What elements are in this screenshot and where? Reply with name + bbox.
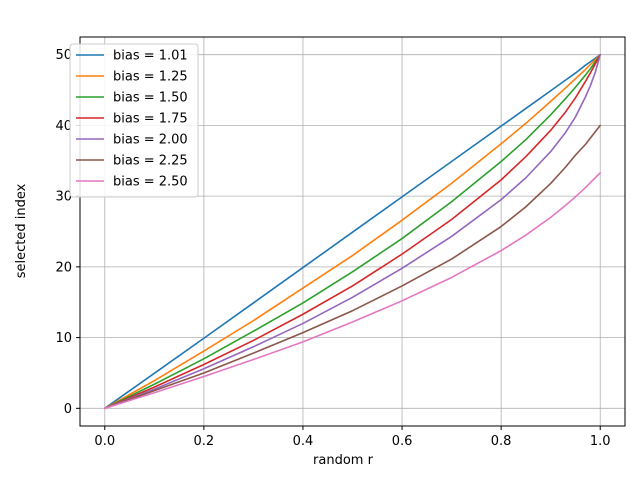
series-line-7 xyxy=(103,172,602,410)
x-tick-label: 0.4 xyxy=(293,434,314,449)
series-line-2 xyxy=(103,53,602,410)
series-lines xyxy=(103,53,602,410)
y-tick-label: 40 xyxy=(55,119,72,134)
y-tick-label: 20 xyxy=(55,260,72,275)
x-tick-label: 1.0 xyxy=(590,434,611,449)
y-tick-label: 30 xyxy=(55,190,72,205)
series-line-3 xyxy=(103,53,602,410)
legend-label-7: bias = 2.50 xyxy=(113,175,188,190)
x-tick-label: 0.2 xyxy=(194,434,215,449)
legend-label-2: bias = 1.25 xyxy=(113,70,188,85)
legend-label-4: bias = 1.75 xyxy=(113,112,188,127)
legend: bias = 1.01 bias = 1.25 bias = 1.50 bias = … xyxy=(69,43,199,198)
series-line-4 xyxy=(103,53,602,410)
y-tick-label: 0 xyxy=(64,402,72,417)
y-axis-label: selected index xyxy=(14,183,29,278)
x-axis-label: random r xyxy=(313,453,374,468)
y-tick-label: 10 xyxy=(55,331,72,346)
legend-box xyxy=(69,43,199,198)
grid xyxy=(80,37,625,426)
y-tick-label: 50 xyxy=(55,48,72,63)
x-tick-label: 0.6 xyxy=(392,434,413,449)
legend-label-5: bias = 2.00 xyxy=(113,133,188,148)
series-line-6 xyxy=(103,124,602,410)
legend-label-1: bias = 1.01 xyxy=(113,49,188,64)
plot-frame xyxy=(79,36,626,427)
x-tick-label: 0.0 xyxy=(94,434,115,449)
legend-label-6: bias = 2.25 xyxy=(113,154,188,169)
legend-label-3: bias = 1.50 xyxy=(113,91,188,106)
series-line-1 xyxy=(103,53,602,410)
axis-ticks: 0.0 0.2 0.4 0.6 0.8 1.0 0 10 20 30 40 50 xyxy=(55,48,610,449)
series-line-5 xyxy=(103,53,602,410)
x-tick-label: 0.8 xyxy=(491,434,512,449)
